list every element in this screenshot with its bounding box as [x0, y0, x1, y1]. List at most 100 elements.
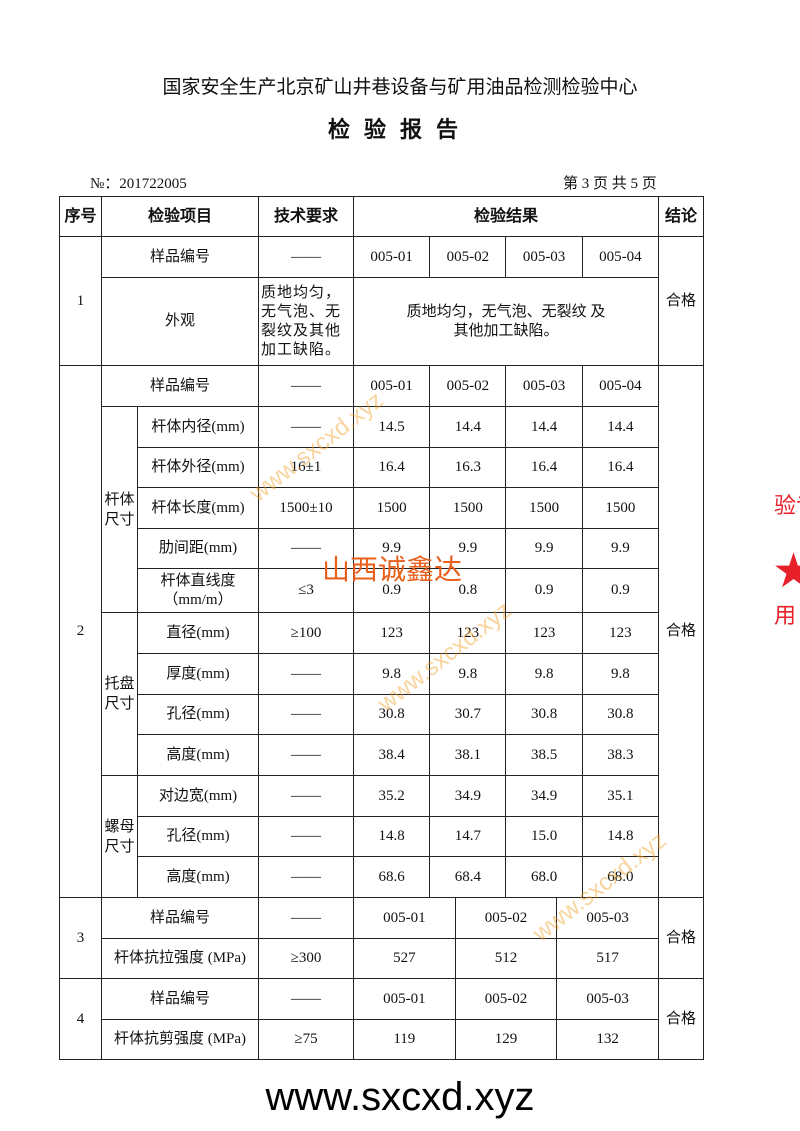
result-cell: 005-01 [353, 365, 431, 407]
item-cell: 厚度(mm) [136, 653, 260, 695]
conclusion-cell: 合格 [658, 897, 705, 979]
result-cell: 38.3 [581, 734, 660, 776]
report-number: №：201722005 [90, 176, 187, 192]
result-cell: 123 [353, 612, 431, 654]
result-cell: 14.4 [429, 406, 507, 448]
requirement-cell: 16±1 [258, 447, 355, 488]
result-cell: 16.4 [353, 447, 431, 488]
table-row: 螺母尺寸 对边宽(mm) —— 35.2 34.9 34.9 35.1 [60, 775, 704, 898]
result-cell: 38.1 [429, 734, 507, 776]
group-label: 螺母尺寸 [101, 775, 138, 898]
result-cell: 129 [454, 1019, 558, 1060]
table-row: 4 样品编号 —— 005-01 005-02 005-03 合格 [59, 978, 705, 1060]
requirement-cell: ≥300 [258, 938, 355, 979]
result-cell: 35.1 [581, 775, 660, 817]
table-row: 杆体抗拉强度 (MPa) ≥300 527 512 517 [60, 938, 704, 979]
item-cell: 杆体直线度（mm/m） [136, 568, 260, 613]
table-row: 肋间距(mm) —— 9.9 9.9 9.9 9.9 [60, 528, 704, 569]
result-cell: 005-03 [556, 897, 660, 939]
item-cell: 杆体抗拉强度 (MPa) [100, 938, 260, 979]
result-cell: 005-03 [505, 236, 583, 278]
result-cell: 30.8 [505, 694, 583, 735]
item-cell: 孔径(mm) [136, 816, 260, 857]
result-cell: 9.9 [429, 528, 507, 569]
table-row: 高度(mm) —— 38.4 38.1 38.5 38.3 [60, 734, 704, 776]
table-row: 杆体抗剪强度 (MPa) ≥75 119 129 132 [60, 1019, 704, 1060]
result-cell: 0.9 [353, 568, 431, 613]
result-cell: 1500 [429, 487, 507, 529]
header-conclusion: 结论 [658, 196, 705, 237]
result-cell: 9.8 [353, 653, 431, 695]
result-cell: 0.8 [429, 568, 507, 613]
result-cell: 1500 [353, 487, 431, 529]
result-cell: 68.0 [505, 856, 583, 898]
table-row: 1 样品编号 —— 005-01 005-02 005-03 005-04 合格 [59, 236, 705, 366]
result-cell: 123 [581, 612, 660, 654]
result-cell: 16.4 [505, 447, 583, 488]
group-label: 杆体尺寸 [101, 406, 138, 613]
section-no: 2 [59, 365, 102, 898]
requirement-cell: 质地均匀，无气泡、无裂纹及其他加工缺陷。 [258, 277, 355, 366]
result-cell: 14.8 [581, 816, 660, 857]
section-no: 3 [59, 897, 102, 979]
result-cell: 9.8 [581, 653, 660, 695]
requirement-cell: —— [258, 734, 355, 776]
table-row: 厚度(mm) —— 9.8 9.8 9.8 9.8 [60, 653, 704, 695]
item-cell: 杆体抗剪强度 (MPa) [100, 1019, 260, 1060]
conclusion-cell: 合格 [658, 236, 705, 366]
requirement-cell: —— [258, 653, 355, 695]
result-cell: 14.8 [353, 816, 431, 857]
result-cell: 68.0 [581, 856, 660, 898]
result-cell: 1500 [505, 487, 583, 529]
table-row: 托盘尺寸 直径(mm) ≥100 123 123 123 123 [60, 612, 704, 776]
result-cell: 005-02 [454, 897, 558, 939]
item-cell: 高度(mm) [136, 734, 260, 776]
stamp-text: 用 [774, 603, 797, 628]
result-cell: 005-02 [454, 978, 558, 1020]
item-cell: 样品编号 [100, 236, 260, 278]
official-stamp: 验专 ★ 用 [772, 488, 800, 688]
result-cell: 30.8 [581, 694, 660, 735]
item-cell: 样品编号 [100, 365, 260, 407]
result-cell: 38.4 [353, 734, 431, 776]
requirement-cell: —— [258, 978, 355, 1020]
requirement-cell: ≥75 [258, 1019, 355, 1060]
table-row: 3 样品编号 —— 005-01 005-02 005-03 合格 [59, 897, 705, 979]
item-cell: 杆体外径(mm) [136, 447, 260, 488]
result-cell: 0.9 [505, 568, 583, 613]
result-cell: 005-02 [429, 365, 507, 407]
result-cell: 527 [353, 938, 456, 979]
table-row: 杆体尺寸 杆体内径(mm) —— 14.5 14.4 14.4 14.4 [60, 406, 704, 613]
result-cell: 005-01 [353, 236, 431, 278]
item-cell: 杆体长度(mm) [136, 487, 260, 529]
item-cell: 外观 [100, 277, 260, 366]
requirement-cell: —— [258, 816, 355, 857]
result-cell: 质地均匀，无气泡、无裂纹 及其他加工缺陷。 [353, 277, 660, 366]
item-cell: 直径(mm) [136, 612, 260, 654]
result-cell: 123 [429, 612, 507, 654]
requirement-cell: ≥100 [258, 612, 355, 654]
result-cell: 512 [454, 938, 558, 979]
footer-watermark: www.sxcxd.xyz [265, 1075, 535, 1119]
table-row: 高度(mm) —— 68.6 68.4 68.0 68.0 [60, 856, 704, 898]
table-row: 杆体直线度（mm/m） ≤3 0.9 0.8 0.9 0.9 [60, 568, 704, 613]
requirement-cell: —— [258, 694, 355, 735]
result-cell: 517 [556, 938, 660, 979]
result-cell: 34.9 [429, 775, 507, 817]
table-row: 杆体外径(mm) 16±1 16.4 16.3 16.4 16.4 [60, 447, 704, 488]
result-cell: 14.4 [505, 406, 583, 448]
result-cell: 9.8 [505, 653, 583, 695]
header-no: 序号 [59, 196, 102, 237]
inspection-table: 序号 检验项目 技术要求 检验结果 结论 1 样品编号 —— 005-01 005-02 005-0… [59, 196, 705, 1060]
result-cell: 14.4 [581, 406, 660, 448]
result-cell: 005-04 [581, 236, 660, 278]
requirement-cell: —— [258, 406, 355, 448]
table-row: 孔径(mm) —— 30.8 30.7 30.8 30.8 [60, 694, 704, 735]
item-cell: 对边宽(mm) [136, 775, 260, 817]
result-cell: 68.6 [353, 856, 431, 898]
result-cell: 0.9 [581, 568, 660, 613]
requirement-cell: —— [258, 897, 355, 939]
table-row: 序号 检验项目 技术要求 检验结果 结论 [59, 196, 705, 237]
result-cell: 005-01 [353, 978, 456, 1020]
result-cell: 9.9 [581, 528, 660, 569]
